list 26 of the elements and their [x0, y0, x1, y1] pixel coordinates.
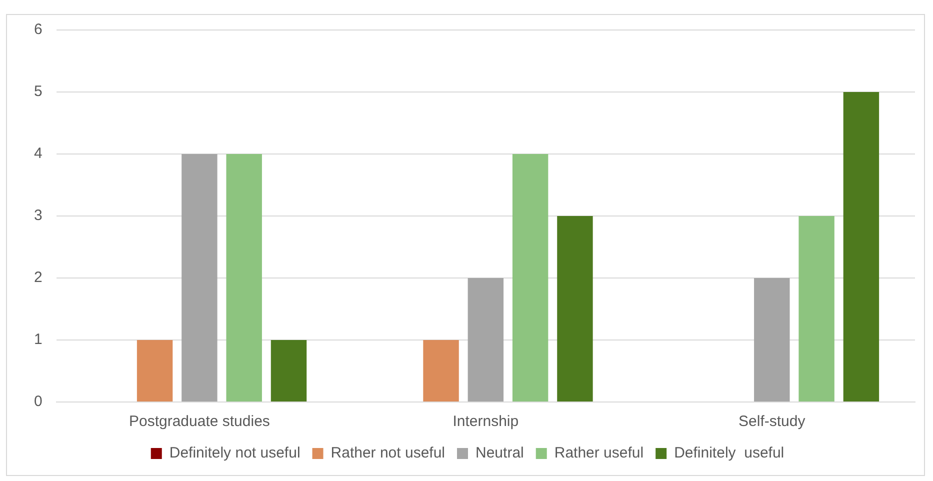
legend-label: Definitely useful: [674, 444, 784, 462]
bar: [226, 154, 262, 402]
legend-label: Rather useful: [554, 444, 644, 462]
y-tick-label: 5: [34, 83, 42, 100]
x-tick-label: Self-study: [738, 413, 806, 430]
y-tick-label: 4: [34, 145, 42, 162]
y-tick-label: 0: [34, 393, 42, 410]
y-tick-label: 2: [34, 269, 42, 286]
bar: [798, 216, 834, 402]
x-tick-label: Postgraduate studies: [128, 413, 270, 430]
bar: [512, 154, 548, 402]
y-tick-label: 3: [34, 207, 42, 224]
x-tick-label: Internship: [452, 413, 519, 430]
bar: [182, 154, 218, 402]
bar: [468, 278, 504, 402]
legend-label: Rather not useful: [330, 444, 446, 462]
y-tick-label: 1: [34, 331, 42, 348]
bar: [423, 340, 459, 402]
bar: [136, 340, 173, 402]
bar: [754, 278, 790, 402]
y-tick-label: 6: [34, 21, 42, 38]
bar: [270, 340, 307, 402]
legend-label: Neutral: [476, 444, 524, 462]
bar: [843, 92, 880, 402]
legend-label: Definitely not useful: [169, 444, 300, 462]
bar: [557, 216, 593, 402]
